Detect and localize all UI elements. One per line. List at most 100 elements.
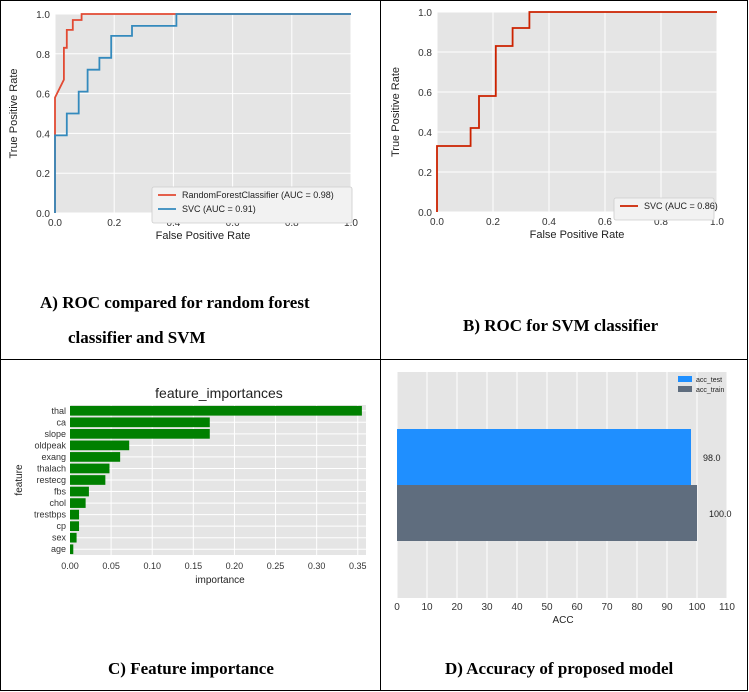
y-tick-label: trestbps (34, 510, 67, 520)
x-tick-label: 0.00 (61, 561, 79, 571)
x-axis-label: ACC (552, 615, 573, 626)
caption-a-line2: classifier and SVM (68, 328, 206, 347)
legend-swatch (678, 386, 692, 392)
importance-bar (70, 440, 130, 451)
x-tick-label: 0.6 (226, 218, 240, 229)
plot-background (437, 12, 717, 212)
chart-feature-importance: feature_importances 0.00 0.05 0.10 0.15 0.20 0… (14, 385, 367, 586)
caption-c: C) Feature importance (108, 659, 274, 678)
x-tick-label: 0.10 (143, 561, 161, 571)
x-tick-label: 0.20 (226, 561, 244, 571)
y-tick-label: 0.4 (418, 128, 432, 139)
x-tick-label: 20 (451, 602, 463, 613)
divider-horizontal (0, 359, 748, 360)
y-tick-label: oldpeak (34, 440, 66, 450)
plot-background (55, 14, 351, 213)
x-tick-label: 0.0 (48, 218, 62, 229)
x-tick-label: 70 (601, 602, 613, 613)
y-tick-label: chol (49, 498, 66, 508)
y-tick-label: thalach (37, 463, 66, 473)
y-tick-label: 1.0 (36, 10, 50, 21)
x-tick-label: 0.35 (349, 561, 367, 571)
y-tick-label: exang (41, 452, 66, 462)
y-axis-label: True Positive Rate (8, 68, 20, 158)
y-tick-label: age (51, 544, 66, 554)
importance-bar (70, 544, 74, 555)
legend-label: RandomForestClassifier (AUC = 0.98) (182, 190, 334, 200)
legend-label: acc_test (696, 377, 722, 384)
x-tick-label: 80 (631, 602, 643, 613)
accuracy-bar (397, 429, 691, 485)
x-tick-label: 0.4 (542, 217, 556, 228)
x-tick-label: 0.0 (430, 217, 444, 228)
importance-bar (70, 405, 362, 416)
y-tick-label: 0.0 (36, 209, 50, 220)
y-tick-label: slope (44, 429, 66, 439)
x-tick-label: 0.30 (308, 561, 326, 571)
importance-bar (70, 486, 89, 497)
y-tick-label: sex (52, 533, 67, 543)
x-axis-label: False Positive Rate (156, 230, 251, 242)
accuracy-bar (397, 485, 697, 541)
x-axis-label: False Positive Rate (530, 229, 625, 241)
caption-d: D) Accuracy of proposed model (445, 659, 674, 678)
importance-bar (70, 532, 77, 543)
importance-bar (70, 509, 80, 520)
legend-label: SVC (AUC = 0.91) (182, 204, 256, 214)
x-tick-label: 0.2 (486, 217, 500, 228)
y-tick-label: 0.6 (418, 88, 432, 99)
chart-roc-compare: 0.0 0.2 0.4 0.6 0.8 1.0 0.0 0.2 0.4 0.6 0.8 1.0 Fals… (8, 10, 358, 242)
x-tick-label: 40 (511, 602, 523, 613)
x-tick-label: 30 (481, 602, 493, 613)
importance-bar (70, 521, 80, 531)
x-tick-label: 100 (689, 602, 706, 613)
y-axis-label: feature (14, 464, 25, 496)
x-tick-label: 50 (541, 602, 553, 613)
legend-label: acc_train (696, 387, 725, 394)
bar-value-label: 98.0 (703, 453, 721, 463)
x-tick-label: 0.4 (166, 218, 180, 229)
y-tick-label: 0.8 (418, 48, 432, 59)
x-tick-label: 60 (571, 602, 583, 613)
x-axis-label: importance (195, 575, 245, 586)
y-tick-label: 0.8 (36, 50, 50, 61)
legend-label: SVC (AUC = 0.86) (644, 201, 718, 211)
legend-swatch (678, 376, 692, 382)
importance-bar (70, 452, 121, 462)
y-tick-label: 0.0 (418, 208, 432, 219)
importance-bar (70, 463, 110, 474)
y-tick-label: 0.6 (36, 90, 50, 101)
chart-accuracy: 0 10 20 30 40 50 60 70 80 90 100 110 98.0 100.0 ACC acc… (394, 372, 735, 626)
y-tick-label: 0.2 (418, 168, 432, 179)
x-tick-label: 0.8 (654, 217, 668, 228)
caption-a-line1: A) ROC compared for random forest (40, 293, 310, 312)
chart-roc-svm: 0.0 0.2 0.4 0.6 0.8 1.0 0.0 0.2 0.4 0.6 0.8 1.0 Fals… (390, 8, 724, 241)
y-tick-label: restecg (36, 475, 66, 485)
y-tick-label: 1.0 (418, 8, 432, 19)
x-tick-label: 0.25 (267, 561, 285, 571)
bar-value-label: 100.0 (709, 509, 732, 519)
importance-bar (70, 429, 210, 439)
importance-bar (70, 498, 86, 508)
roc-curve (436, 11, 717, 212)
importance-bar (70, 417, 210, 428)
y-tick-label: 0.2 (36, 169, 50, 180)
x-tick-label: 0.8 (285, 218, 299, 229)
x-tick-label: 90 (661, 602, 673, 613)
y-axis-label: True Positive Rate (390, 67, 402, 157)
x-tick-label: 0.2 (107, 218, 121, 229)
x-tick-label: 110 (719, 602, 735, 613)
x-tick-label: 0 (394, 602, 400, 613)
y-tick-label: cp (56, 521, 66, 531)
divider-vertical (380, 0, 381, 691)
importance-bar (70, 475, 106, 485)
roc-curve (54, 13, 351, 213)
y-tick-label: thal (51, 406, 66, 416)
x-tick-label: 1.0 (710, 217, 724, 228)
x-tick-label: 1.0 (344, 218, 358, 229)
y-tick-label: fbs (54, 487, 67, 497)
y-tick-label: 0.4 (36, 129, 50, 140)
roc-curve (54, 13, 351, 213)
x-tick-label: 0.6 (598, 217, 612, 228)
